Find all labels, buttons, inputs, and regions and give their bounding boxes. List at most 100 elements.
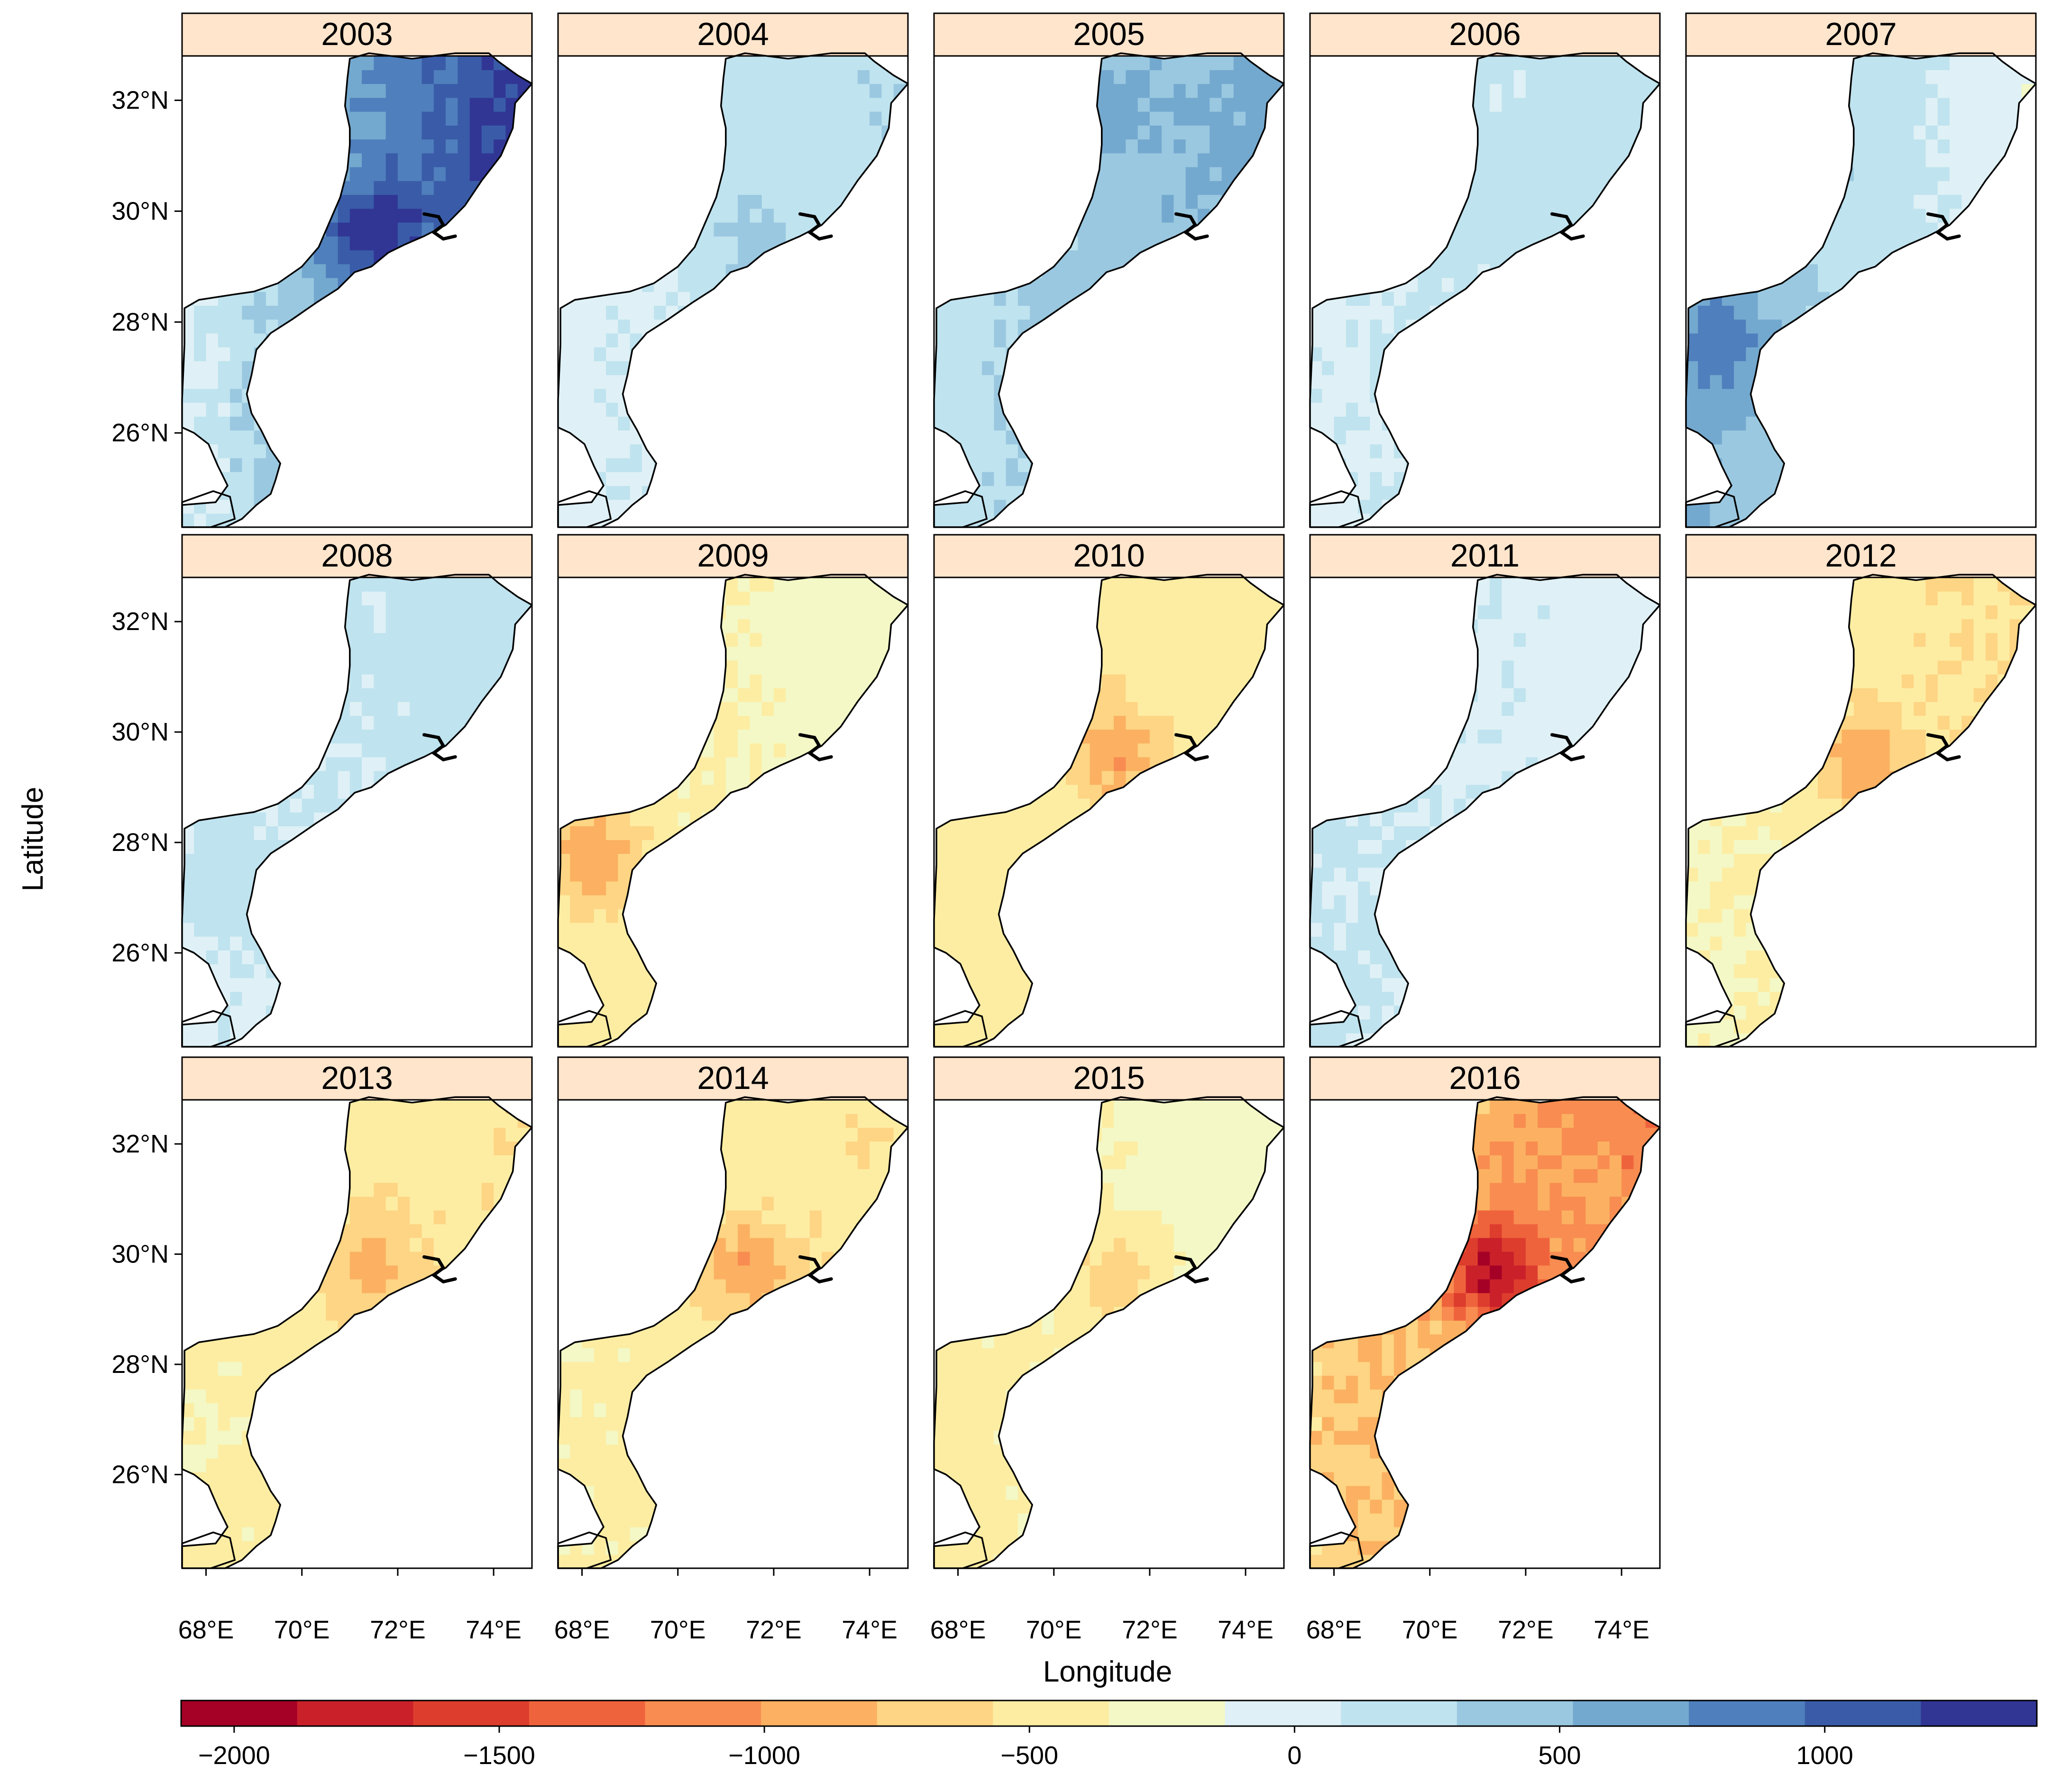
raster-cell: [385, 416, 398, 431]
raster-cell: [1633, 319, 1646, 334]
raster-cell: [881, 430, 894, 445]
raster-cell: [1561, 388, 1574, 403]
raster-cell: [397, 153, 410, 167]
raster-cell: [1490, 472, 1502, 486]
raster-cell: [1973, 70, 1986, 84]
raster-cell: [230, 416, 243, 431]
raster-cell: [1053, 153, 1066, 167]
raster-cell: [314, 277, 327, 292]
raster-cell: [558, 457, 571, 472]
raster-cell: [1698, 347, 1711, 361]
raster-cell: [761, 416, 774, 431]
raster-cell: [1698, 444, 1711, 458]
raster-cell: [1502, 70, 1514, 84]
raster-cell: [469, 375, 482, 389]
raster-cell: [630, 111, 642, 126]
raster-cell: [1937, 153, 1950, 167]
raster-cell: [433, 139, 446, 154]
raster-cell: [458, 388, 470, 403]
raster-cell: [1734, 319, 1747, 334]
raster-cell: [970, 499, 982, 514]
raster-cell: [266, 83, 278, 98]
raster-cell: [362, 70, 375, 84]
raster-cell: [994, 485, 1007, 500]
raster-cell: [481, 208, 494, 223]
raster-cell: [994, 277, 1007, 292]
raster-cell: [326, 97, 339, 112]
raster-cell: [1794, 347, 1806, 361]
raster-cell: [834, 319, 846, 334]
raster-cell: [946, 333, 959, 347]
raster-cell: [1101, 319, 1114, 334]
raster-cell: [1937, 499, 1950, 514]
raster-cell: [1370, 499, 1383, 514]
raster-cell: [1686, 153, 1699, 167]
raster-cell: [1985, 83, 1998, 98]
raster-cell: [194, 264, 207, 278]
raster-cell: [410, 264, 422, 278]
raster-cell: [469, 166, 482, 181]
raster-cell: [242, 499, 255, 514]
raster-cell: [1961, 388, 1974, 403]
raster-cell: [1126, 333, 1138, 347]
raster-cell: [970, 292, 982, 306]
raster-cell: [834, 250, 846, 265]
raster-cell: [1017, 222, 1030, 237]
raster-cell: [1454, 361, 1466, 375]
raster-cell: [1090, 513, 1102, 527]
raster-cell: [182, 111, 195, 126]
raster-cell: [1006, 472, 1018, 486]
raster-cell: [254, 56, 266, 70]
raster-cell: [1149, 457, 1162, 472]
raster-cell: [1574, 97, 1586, 112]
raster-cell: [1961, 305, 1974, 320]
raster-cell: [1126, 194, 1138, 209]
raster-cell: [1645, 361, 1658, 375]
raster-cell: [1889, 83, 1902, 98]
raster-cell: [773, 166, 786, 181]
raster-cell: [1137, 222, 1150, 237]
raster-cell: [1429, 181, 1442, 195]
raster-cell: [1078, 264, 1090, 278]
raster-cell: [570, 153, 583, 167]
raster-cell: [1066, 166, 1079, 181]
raster-cell: [1053, 472, 1066, 486]
raster-cell: [397, 499, 410, 514]
raster-cell: [970, 305, 982, 320]
raster-cell: [690, 472, 703, 486]
raster-cell: [1149, 319, 1162, 334]
raster-cell: [230, 375, 243, 389]
raster-cell: [1698, 83, 1711, 98]
raster-cell: [1889, 222, 1902, 237]
raster-cell: [182, 181, 195, 195]
raster-cell: [374, 361, 386, 375]
raster-cell: [494, 472, 506, 486]
raster-cell: [1698, 388, 1711, 403]
raster-cell: [1454, 70, 1466, 84]
raster-cell: [1830, 125, 1842, 140]
raster-cell: [481, 153, 494, 167]
raster-cell: [630, 250, 642, 265]
raster-cell: [582, 361, 595, 375]
raster-cell: [1030, 305, 1043, 320]
raster-cell: [458, 305, 470, 320]
raster-cell: [1853, 166, 1866, 181]
raster-cell: [893, 139, 906, 154]
raster-cell: [254, 513, 266, 527]
raster-cell: [606, 222, 619, 237]
raster-cell: [845, 166, 858, 181]
raster-cell: [1561, 485, 1574, 500]
raster-cell: [845, 70, 858, 84]
raster-cell: [1574, 292, 1586, 306]
raster-cell: [338, 388, 350, 403]
raster-cell: [1017, 347, 1030, 361]
raster-cell: [1985, 222, 1998, 237]
raster-cell: [1114, 222, 1127, 237]
raster-cell: [1830, 472, 1842, 486]
raster-cell: [505, 305, 518, 320]
raster-cell: [1722, 166, 1734, 181]
raster-cell: [1866, 83, 1878, 98]
raster-cell: [1334, 97, 1347, 112]
raster-cell: [1137, 305, 1150, 320]
raster-cell: [314, 430, 327, 445]
